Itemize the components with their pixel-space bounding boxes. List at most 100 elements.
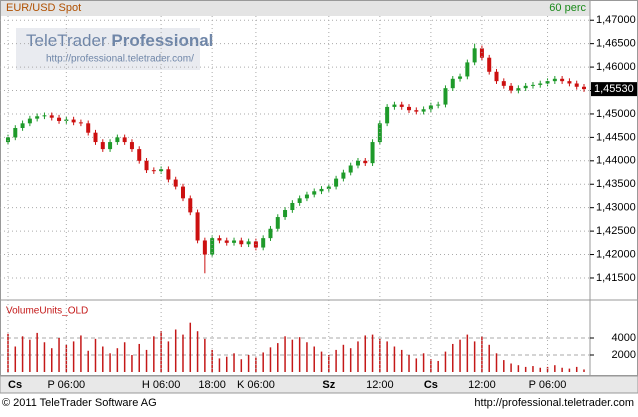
candle-body (246, 241, 251, 245)
candle-body (370, 142, 375, 164)
last-price-box (591, 82, 637, 97)
volume-bar (400, 349, 403, 372)
x-tick-label: P 06:00 (529, 379, 567, 391)
candle-body (326, 186, 331, 189)
volume-bar (320, 351, 323, 372)
candle-body (487, 57, 492, 72)
candle-body (268, 228, 273, 239)
candle-body (159, 169, 164, 172)
candle-body (78, 122, 83, 124)
candle-body (392, 104, 397, 107)
volume-bar (80, 335, 82, 372)
volume-bar (422, 353, 425, 372)
volume-bar (116, 348, 119, 372)
volume-bar (561, 367, 563, 372)
y-tick-label: 1,45000 (596, 108, 636, 120)
candle-body (421, 109, 426, 112)
volume-bar (430, 359, 432, 372)
volume-bar (109, 353, 111, 372)
volume-bar (153, 336, 155, 372)
volume-bar (313, 346, 315, 372)
candle-body (283, 210, 288, 218)
volume-bar (131, 355, 133, 372)
volume-bar (94, 338, 97, 372)
watermark-box (16, 28, 200, 70)
candle-body (93, 132, 98, 143)
candle-body (195, 212, 200, 241)
candle-body (20, 123, 25, 129)
y-tick-label: 1,46000 (596, 61, 636, 73)
volume-bar (233, 353, 235, 372)
candle-body (86, 123, 91, 133)
candle-body (166, 169, 171, 180)
candle-body (217, 238, 222, 241)
candle-body (108, 142, 113, 150)
candle-body (100, 142, 105, 150)
candle-body (407, 106, 412, 111)
x-tick-label: 18:00 (198, 379, 226, 391)
volume-bar (473, 341, 476, 372)
x-tick-label: P 06:00 (47, 379, 85, 391)
y-tick-label: 1,43500 (596, 178, 636, 190)
volume-bar (167, 341, 170, 372)
candle-body (129, 142, 134, 150)
y-tick-label: 4000 (612, 332, 636, 344)
volume-bar (349, 348, 352, 372)
y-tick-label: 1,42000 (596, 248, 636, 260)
candle-body (137, 149, 142, 161)
volume-bar (452, 343, 454, 372)
candle-body (42, 115, 47, 117)
x-tick-label: K 06:00 (237, 379, 275, 391)
candle-body (472, 48, 477, 63)
candle-body (436, 104, 441, 106)
candle-body (319, 188, 324, 192)
volume-bar (335, 349, 337, 372)
volume-bar (524, 366, 527, 372)
watermark-title: TeleTrader Professional (26, 31, 213, 50)
candle-body (567, 81, 572, 84)
volume-bar (408, 355, 410, 372)
volume-bar (393, 346, 396, 372)
candle-body (363, 160, 368, 164)
candle-body (297, 198, 302, 203)
volume-bar (298, 337, 301, 372)
interval: 60 perc (549, 2, 586, 14)
volume-bar (50, 348, 53, 372)
volume-bar (583, 369, 585, 372)
volume-bar (554, 365, 556, 372)
volume-bar (58, 338, 60, 372)
y-tick-label: 1,44500 (596, 131, 636, 143)
y-tick-label: 1,44000 (596, 155, 636, 167)
candle-body (334, 178, 339, 187)
candle-body (27, 118, 32, 124)
candle-body (450, 78, 455, 89)
candle-body (494, 71, 499, 82)
volume-bar (247, 355, 250, 372)
candle-body (443, 88, 448, 105)
candle-body (13, 128, 18, 138)
volume-bar (174, 329, 177, 372)
volume-bar (495, 353, 498, 372)
volume-bar (182, 334, 184, 372)
volume-bar (364, 335, 367, 372)
candle-body (312, 191, 317, 195)
time-axis (0, 375, 638, 394)
y-tick-label: 1,42500 (596, 225, 636, 237)
volume-bar (262, 352, 264, 372)
volume-bar (36, 332, 38, 372)
candle-body (290, 202, 295, 211)
candle-body (275, 217, 280, 229)
candle-body (122, 137, 127, 143)
volume-bar (291, 339, 294, 372)
candle-body (261, 238, 266, 248)
candle-body (523, 85, 528, 89)
candle-body (574, 83, 579, 87)
y-tick-label: 1,47000 (596, 14, 636, 26)
candle-body (239, 240, 244, 245)
candle-body (304, 194, 309, 199)
symbol: EUR/USD Spot (6, 2, 81, 14)
candle-body (210, 238, 215, 255)
candle-body (232, 240, 237, 243)
candle-body (458, 76, 463, 79)
